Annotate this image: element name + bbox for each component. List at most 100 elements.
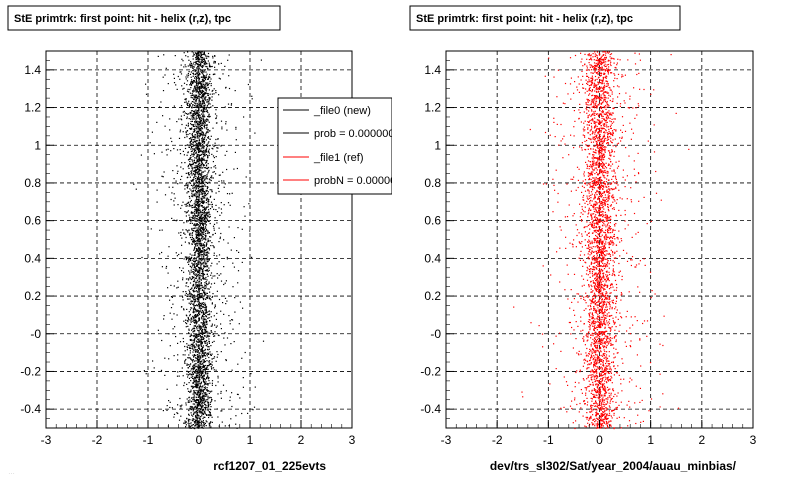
data-point [197, 137, 199, 139]
data-point [198, 99, 200, 101]
data-point [202, 269, 204, 271]
data-point [192, 300, 194, 303]
data-point [596, 304, 598, 306]
data-point [599, 346, 602, 348]
data-point [198, 146, 200, 148]
data-point [183, 52, 185, 54]
data-point [201, 360, 203, 362]
data-point [191, 397, 193, 399]
data-point [205, 244, 207, 246]
data-point [201, 192, 203, 194]
data-point [196, 264, 198, 266]
data-point [198, 65, 200, 67]
data-point [200, 167, 202, 169]
data-point [195, 120, 197, 122]
data-point [188, 421, 190, 423]
data-point [195, 411, 198, 413]
data-point [182, 279, 184, 281]
data-point [205, 75, 207, 77]
data-point [191, 271, 193, 273]
data-point [601, 375, 603, 377]
data-point [201, 59, 203, 61]
data-point [213, 246, 215, 248]
data-point [192, 354, 194, 356]
data-point [210, 345, 212, 347]
data-point [189, 160, 191, 163]
data-point [186, 154, 188, 156]
right-points [513, 51, 690, 430]
data-point [243, 206, 245, 208]
data-point [207, 115, 209, 118]
data-point [162, 410, 164, 412]
data-point [188, 354, 190, 356]
data-point [197, 171, 199, 174]
data-point [188, 205, 190, 207]
data-point [191, 419, 193, 421]
data-point [195, 343, 197, 345]
data-point [191, 79, 193, 81]
data-point [206, 353, 208, 355]
data-point [605, 421, 607, 423]
data-point [193, 344, 195, 346]
data-point [210, 66, 212, 68]
data-point [211, 99, 213, 101]
data-point [204, 216, 206, 218]
data-point [203, 256, 205, 258]
data-point [194, 137, 196, 139]
data-point [190, 370, 192, 372]
data-point [208, 75, 210, 77]
data-point [188, 191, 190, 193]
data-point [198, 156, 200, 158]
data-point [190, 368, 192, 370]
data-point [191, 81, 193, 83]
data-point [611, 93, 613, 95]
data-point [205, 332, 207, 334]
data-point [198, 386, 201, 388]
data-point [194, 194, 196, 197]
data-point [193, 390, 195, 392]
data-point [190, 380, 192, 382]
data-point [179, 149, 181, 151]
data-point [197, 370, 199, 372]
data-point [200, 85, 202, 87]
data-point [206, 99, 208, 101]
data-point [194, 239, 196, 241]
data-point [210, 83, 212, 85]
data-point [192, 118, 194, 120]
data-point [209, 240, 211, 242]
data-point [197, 294, 199, 296]
data-point [206, 421, 208, 423]
data-point [614, 252, 616, 254]
data-point [603, 197, 605, 199]
data-point [196, 140, 198, 142]
data-point [201, 332, 203, 334]
data-point [192, 145, 194, 147]
data-point [199, 223, 201, 225]
data-point [618, 416, 620, 418]
data-point [207, 260, 209, 263]
data-point [213, 157, 215, 159]
data-point [190, 397, 193, 399]
data-point [203, 400, 205, 402]
data-point [191, 406, 193, 408]
data-point [207, 142, 209, 144]
data-point [190, 195, 193, 197]
data-point [205, 189, 207, 191]
data-point [203, 105, 205, 107]
data-point [195, 230, 197, 233]
data-point [201, 119, 203, 121]
data-point [210, 236, 212, 238]
data-point [617, 184, 619, 186]
data-point [198, 81, 200, 83]
data-point [591, 268, 594, 270]
data-point [202, 81, 204, 83]
data-point [203, 175, 205, 177]
data-point [185, 404, 187, 406]
data-point [193, 97, 195, 99]
data-point [203, 387, 205, 389]
data-point [574, 314, 576, 316]
data-point [197, 167, 199, 169]
data-point [194, 400, 196, 402]
data-point [213, 166, 215, 168]
data-point [207, 199, 209, 201]
